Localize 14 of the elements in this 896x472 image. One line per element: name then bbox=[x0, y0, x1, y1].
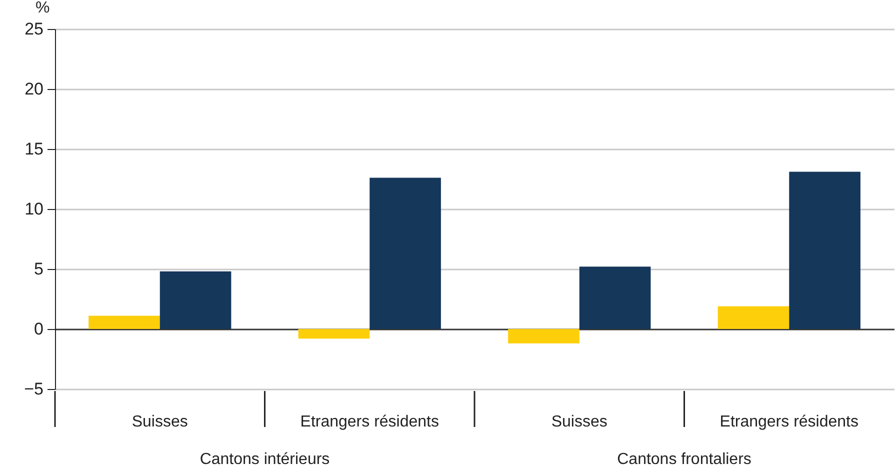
y-tick-label: 15 bbox=[24, 140, 44, 158]
text: Cantons frontaliers bbox=[617, 451, 752, 468]
y-tick-label: 20 bbox=[24, 80, 44, 98]
y-tick-label: 5 bbox=[34, 260, 44, 278]
y-tick-label: 25 bbox=[24, 20, 44, 38]
y-tick-label: 10 bbox=[24, 200, 44, 218]
x-tick-label: Suisses bbox=[132, 414, 188, 430]
x-tick-label: Etrangers résidents bbox=[720, 414, 858, 430]
x-tick-label: Suisses bbox=[551, 414, 608, 430]
y-axis-title: % bbox=[36, 0, 50, 16]
y-tick-label: 0 bbox=[34, 320, 44, 338]
text: Cantons intérieurs bbox=[200, 451, 330, 468]
y-tick-label: −5 bbox=[24, 380, 44, 398]
x-tick-label: Etrangers résidents bbox=[300, 414, 439, 430]
